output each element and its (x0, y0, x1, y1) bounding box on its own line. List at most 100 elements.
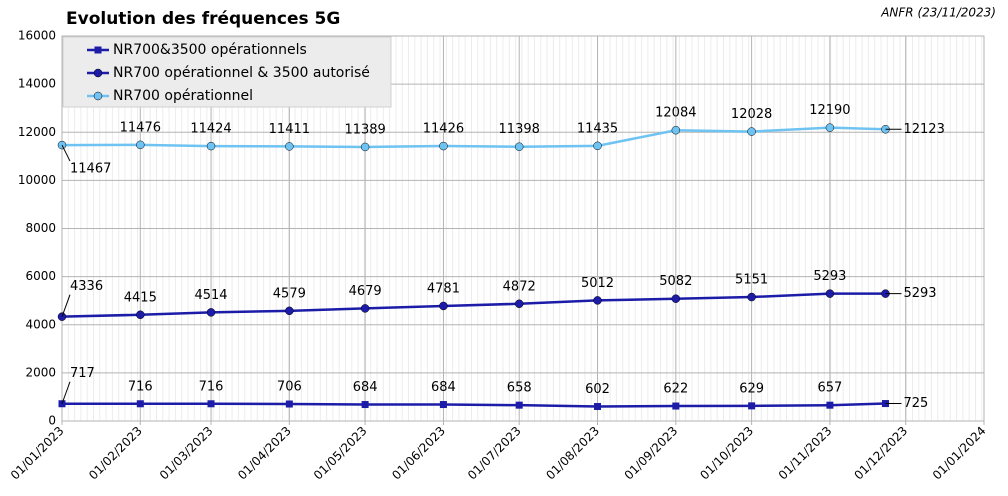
x-tick-label: 01/10/2023 (697, 424, 756, 483)
legend-marker (93, 68, 103, 78)
point (747, 127, 756, 136)
data-label: 657 (817, 381, 842, 396)
point (515, 401, 523, 409)
point (439, 401, 447, 409)
data-label: 4336 (70, 279, 103, 294)
x-tick-label: 01/07/2023 (465, 424, 524, 483)
point (439, 141, 448, 151)
point (514, 142, 524, 151)
point (671, 294, 681, 303)
source-annotation: ANFR (23/11/2023) (880, 6, 996, 20)
data-label: 11411 (269, 122, 310, 137)
point (825, 123, 835, 132)
data-label: 602 (585, 382, 610, 397)
y-tick-label: 16000 (18, 29, 56, 43)
data-label: 622 (663, 382, 688, 397)
point (285, 400, 293, 408)
y-tick-label: 2000 (25, 365, 56, 379)
point (439, 301, 448, 311)
legend-marker (93, 91, 103, 101)
data-label: 5293 (813, 269, 846, 284)
data-label: 716 (199, 379, 224, 394)
point (360, 304, 370, 313)
data-label: 4579 (273, 286, 306, 301)
legend-label: NR700&3500 opérationnels (113, 42, 307, 58)
point (285, 306, 294, 316)
point (360, 142, 370, 152)
legend-marker (94, 46, 102, 54)
legend-box (62, 36, 392, 108)
leader-line (61, 294, 71, 317)
point (825, 289, 835, 298)
x-tick-label: 01/03/2023 (157, 424, 216, 483)
data-label: 11389 (344, 122, 385, 137)
point (136, 140, 145, 150)
data-label: 717 (70, 366, 95, 381)
point (136, 310, 145, 320)
point (593, 141, 602, 151)
point (136, 400, 144, 408)
data-label: 5082 (659, 274, 692, 289)
data-label: 12123 (903, 122, 944, 137)
data-label: 11467 (70, 162, 111, 177)
data-label: 684 (353, 380, 378, 395)
data-label: 11426 (423, 122, 464, 137)
x-tick-label: 01/01/2023 (8, 424, 67, 483)
data-label: 716 (128, 379, 153, 394)
point (826, 401, 834, 409)
y-tick-label: 4000 (25, 317, 56, 331)
point (672, 402, 680, 410)
point (594, 403, 602, 411)
legend-label: NR700 opérationnel (113, 88, 253, 104)
series-line (61, 292, 886, 318)
data-label: 12084 (655, 106, 696, 121)
x-tick-label: 01/01/2024 (930, 424, 989, 483)
x-tick-label: 01/06/2023 (389, 424, 448, 483)
x-tick-label: 01/04/2023 (235, 424, 294, 483)
x-tick-label: 01/08/2023 (543, 424, 602, 483)
data-label: 11424 (190, 122, 231, 137)
data-label: 4781 (427, 281, 460, 296)
y-tick-label: 6000 (25, 269, 56, 283)
data-label: 4415 (124, 290, 157, 305)
data-label: 11435 (577, 121, 618, 136)
point (671, 125, 681, 135)
data-label: 5293 (903, 286, 936, 301)
point (514, 299, 524, 309)
data-label: 629 (739, 381, 764, 396)
chart-title: Evolution des fréquences 5G (66, 9, 340, 29)
point (207, 400, 215, 408)
y-tick-label: 12000 (18, 125, 56, 139)
data-label: 4872 (503, 279, 536, 294)
series-line (61, 126, 886, 149)
point (206, 308, 216, 317)
x-tick-label: 01/02/2023 (86, 424, 145, 483)
x-tick-label: 01/12/2023 (851, 424, 910, 483)
data-label: 12190 (809, 103, 850, 118)
point (285, 142, 294, 151)
data-label: 11476 (120, 120, 161, 135)
point (748, 402, 756, 410)
data-label: 706 (277, 380, 302, 395)
point (747, 292, 756, 302)
x-tick-label: 01/05/2023 (311, 424, 370, 483)
y-tick-label: 10000 (18, 173, 56, 187)
data-label: 11398 (499, 122, 540, 137)
data-label: 725 (903, 396, 928, 411)
y-tick-label: 14000 (18, 77, 56, 91)
x-tick-label: 01/11/2023 (776, 424, 835, 483)
data-label: 5012 (581, 276, 614, 291)
legend-label: NR700 opérationnel & 3500 autorisé (113, 65, 370, 81)
leader-line (61, 381, 71, 404)
data-label: 5151 (735, 273, 768, 288)
point (361, 401, 369, 409)
data-label: 4679 (349, 284, 382, 299)
leader-line (61, 144, 71, 162)
point (206, 141, 216, 151)
point (593, 296, 602, 305)
y-tick-label: 0 (48, 414, 56, 428)
data-label: 4514 (194, 288, 227, 303)
series-line (61, 402, 886, 408)
data-label: 12028 (731, 107, 772, 122)
data-label: 684 (431, 380, 456, 395)
